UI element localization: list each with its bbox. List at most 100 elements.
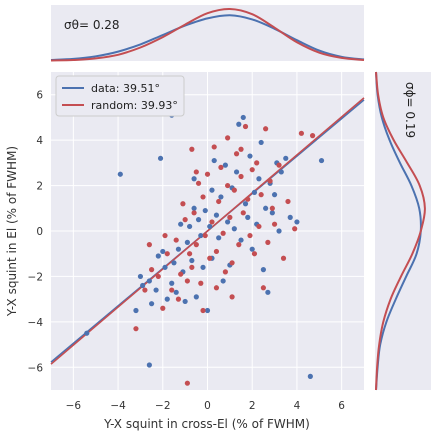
- scatter-point-data: [178, 221, 184, 227]
- scatter-point-data: [173, 289, 179, 295]
- scatter-point-random: [164, 251, 170, 257]
- scatter-point-data: [191, 205, 197, 211]
- scatter-point-data: [222, 162, 228, 168]
- x-tick-label: 2: [249, 400, 256, 412]
- scatter-point-random: [233, 151, 240, 157]
- scatter-point-random: [211, 144, 217, 150]
- scatter-point-data: [202, 207, 208, 214]
- scatter-point-random: [146, 242, 152, 248]
- x-tick-label: 6: [338, 400, 345, 412]
- scatter-point-random: [155, 273, 161, 280]
- scatter-point-random: [236, 242, 242, 248]
- right-marginal-panel: σϕ= 0.19: [375, 71, 431, 391]
- scatter-point-data: [193, 294, 199, 300]
- y-tick-label: 4: [36, 135, 43, 147]
- scatter-point-data: [117, 171, 123, 177]
- scatter-point-random: [231, 187, 237, 193]
- legend: data: 39.51° random: 39.93°: [55, 75, 185, 117]
- scatter-point-data: [140, 282, 146, 289]
- scatter-point-random: [184, 278, 190, 284]
- scatter-point-data: [251, 189, 258, 195]
- scatter-point-random: [178, 271, 184, 277]
- scatter-point-random: [229, 260, 235, 266]
- legend-label-random: random: 39.93°: [91, 99, 178, 112]
- scatter-point-random: [245, 196, 251, 202]
- scatter-point-random: [242, 123, 249, 130]
- scatter-point-random: [182, 217, 188, 223]
- scatter-point-data: [287, 214, 293, 220]
- scatter-point-data: [278, 169, 284, 175]
- scatter-point-data: [233, 169, 240, 175]
- scatter-point-random: [265, 239, 271, 245]
- main-scatter-panel: −6 −4 −2 0 2 4 6 −6 −4 −2 0 2 4 6 data: 39.51° rando…: [5, 72, 365, 431]
- scatter-point-random: [267, 178, 273, 184]
- top-marginal-panel: σθ= 0.28: [50, 5, 365, 62]
- scatter-point-random: [133, 326, 139, 332]
- y-tick-label: −6: [28, 362, 44, 374]
- scatter-point-random: [225, 135, 231, 141]
- scatter-point-data: [263, 205, 269, 211]
- scatter-series-random: [133, 123, 316, 386]
- scatter-point-data: [240, 114, 246, 121]
- scatter-point-data: [153, 287, 159, 293]
- scatter-point-data: [218, 194, 224, 200]
- x-tick-label: −2: [155, 400, 170, 412]
- y-tick-label: 0: [36, 226, 43, 238]
- y-axis-label: Y-X squint in El (% of FWHM): [5, 146, 19, 317]
- scatter-point-random: [254, 160, 260, 166]
- sigma-phi-label: σϕ= 0.19: [403, 82, 417, 138]
- scatter-point-data: [84, 330, 90, 336]
- top-marginal-background: [51, 5, 364, 61]
- scatter-point-data: [171, 260, 177, 266]
- y-tick-label: −4: [28, 317, 44, 329]
- scatter-point-data: [200, 264, 206, 270]
- scatter-point-data: [133, 307, 139, 314]
- scatter-point-random: [193, 242, 199, 248]
- scatter-point-random: [204, 171, 211, 177]
- scatter-point-data: [198, 232, 204, 239]
- right-kde-curve-random: [375, 71, 426, 391]
- scatter-point-data: [169, 280, 175, 286]
- x-tick-label: 4: [294, 400, 301, 412]
- scatter-point-data: [204, 307, 211, 314]
- scatter-point-random: [200, 307, 206, 314]
- scatter-point-random: [220, 230, 226, 236]
- scatter-point-data: [318, 157, 325, 164]
- scatter-point-data: [160, 248, 166, 255]
- scatter-point-data: [175, 246, 182, 252]
- scatter-point-data: [256, 176, 262, 182]
- scatter-point-random: [142, 287, 148, 293]
- scatter-point-data: [271, 192, 278, 198]
- scatter-point-random: [222, 269, 228, 275]
- scatter-point-data: [307, 373, 313, 379]
- scatter-series-data: [84, 112, 325, 379]
- scatter-point-data: [146, 362, 152, 368]
- scatter-point-data: [276, 228, 282, 234]
- scatter-point-random: [285, 198, 291, 205]
- fit-lines: [50, 97, 365, 365]
- y-tick-labels: −6 −4 −2 0 2 4 6: [28, 90, 44, 375]
- scatter-point-random: [180, 201, 186, 207]
- scatter-point-random: [209, 219, 215, 225]
- x-tick-labels: −6 −4 −2 0 2 4 6: [66, 400, 346, 412]
- scatter-point-random: [258, 192, 264, 198]
- scatter-point-data: [155, 253, 161, 259]
- scatter-point-data: [283, 155, 289, 161]
- scatter-point-data: [207, 223, 213, 230]
- scatter-point-random: [187, 251, 193, 257]
- scatter-point-random: [195, 180, 202, 186]
- y-tick-label: 2: [36, 181, 43, 193]
- scatter-point-random: [218, 164, 224, 170]
- scatter-point-data: [260, 267, 266, 273]
- scatter-point-data: [247, 153, 253, 159]
- scatter-point-random: [247, 232, 253, 239]
- scatter-point-random: [169, 287, 175, 293]
- scatter-point-data: [216, 235, 222, 241]
- scatter-point-random: [225, 182, 231, 189]
- scatter-point-data: [245, 214, 251, 220]
- scatter-point-random: [227, 214, 233, 220]
- x-tick-label: 0: [204, 400, 211, 412]
- scatter-point-data: [269, 210, 275, 216]
- scatter-point-data: [189, 257, 195, 264]
- scatter-point-random: [269, 205, 275, 211]
